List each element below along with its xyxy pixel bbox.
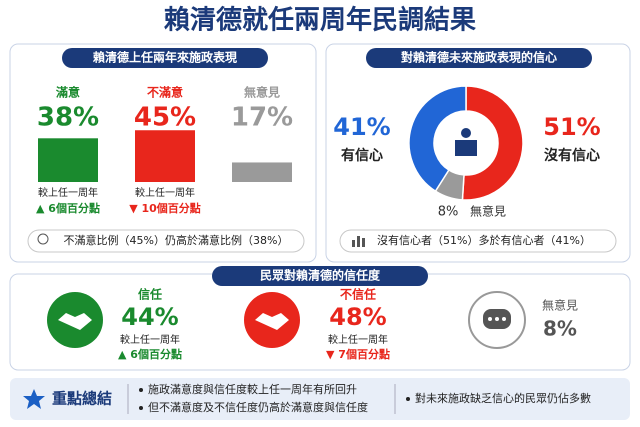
donut-segment: [461, 85, 524, 201]
panel-header: [212, 266, 428, 286]
bullet: [406, 397, 410, 401]
panel-title: 賴清德上任兩年來施政表現: [93, 50, 237, 65]
panel-header: [366, 48, 592, 68]
item-name: 信任: [138, 287, 162, 302]
podium-head: [461, 128, 471, 138]
bar-icon: [352, 236, 365, 247]
handshake: [255, 313, 289, 330]
item-value: 48%: [329, 303, 386, 331]
change: ▼ 7個百分點: [326, 347, 390, 361]
item-value: 45%: [134, 103, 196, 133]
item-value: 38%: [37, 103, 99, 133]
change: ▼ 10個百分點: [129, 201, 201, 215]
summary-point: 但不滿意度及不信任度仍高於滿意度與信任度: [148, 400, 368, 414]
item-name: 不信任: [340, 287, 376, 302]
panel-title: 民眾對賴清德的信任度: [260, 268, 381, 283]
change: ▲ 6個百分點: [118, 347, 182, 361]
note-box: [339, 229, 617, 253]
item-name: 無意見: [244, 85, 280, 100]
star-icon: [23, 389, 45, 409]
donut-segment: [408, 85, 467, 193]
bar: [232, 162, 292, 182]
panel-header: [62, 48, 268, 68]
change: ▲ 6個百分點: [36, 201, 100, 215]
bullet: [139, 388, 143, 392]
item-name: 不滿意: [147, 85, 183, 100]
item-name: 沒有信心: [544, 147, 600, 164]
dots: [488, 317, 506, 321]
change-caption: 較上任一周年: [328, 333, 388, 346]
bar: [135, 130, 195, 182]
change-caption: 較上任一周年: [38, 186, 98, 199]
item-value: 17%: [231, 103, 293, 133]
handshake: [58, 313, 92, 330]
summary-point: 對未來施政缺乏信心的民眾仍佔多數: [415, 391, 591, 405]
item-name: 滿意: [56, 85, 80, 100]
bar: [38, 138, 98, 182]
change-caption: 較上任一周年: [120, 333, 180, 346]
item-name: 有信心: [341, 147, 383, 164]
bullet: [139, 406, 143, 410]
summary-point: 施政滿意度與信任度較上任一周年有所回升: [148, 382, 357, 396]
bulb-icon: [37, 233, 49, 245]
item-name: 無意見: [470, 204, 506, 219]
item-value: 44%: [121, 303, 178, 331]
panel-title: 對賴清德未來施政表現的信心: [401, 50, 557, 65]
item-value: 8%: [543, 317, 577, 341]
note: 沒有信心者（51%）多於有信心者（41%）: [377, 233, 591, 247]
page-title: 賴清德就任兩周年民調結果: [164, 5, 476, 36]
summary-box: [10, 378, 630, 420]
item-value: 8%: [438, 205, 459, 220]
item-value: 51%: [543, 113, 600, 141]
change-caption: 較上任一周年: [135, 186, 195, 199]
note-box: [27, 229, 305, 253]
note: 不滿意比例（45%）仍高於滿意比例（38%）: [64, 233, 289, 247]
panel: [9, 273, 631, 371]
item-name: 無意見: [542, 298, 578, 313]
summary-title: 重點總結: [52, 390, 112, 408]
panel: [325, 43, 631, 263]
podium: [455, 140, 477, 156]
item-value: 41%: [333, 113, 390, 141]
